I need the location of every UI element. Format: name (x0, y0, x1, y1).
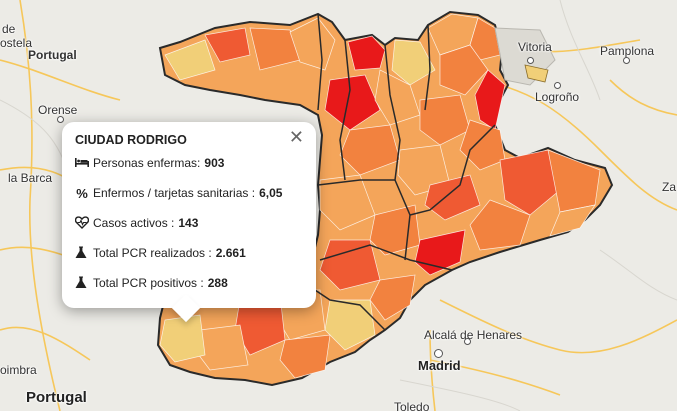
popup-row-label: Enfermos / tarjetas sanitarias : (93, 186, 256, 200)
popup-row-casos: Casos activos : 143 (75, 216, 198, 230)
place-label: ostela (0, 36, 33, 50)
popup-row-label: Personas enfermas: (93, 156, 201, 170)
city-dot-orense (57, 116, 64, 123)
flask-icon (75, 246, 89, 260)
city-dot-pamplona (623, 57, 630, 64)
info-popup: CIUDAD RODRIGO ✕ Personas enfermas: 903 … (62, 122, 316, 308)
popup-row-value: 143 (178, 216, 199, 230)
city-dot-alcala (464, 338, 471, 345)
flask-icon (75, 276, 89, 290)
heartbeat-icon (75, 216, 89, 230)
popup-row-pcr-realizados: Total PCR realizados : 2.661 (75, 246, 246, 260)
country-label-portugal: Portugal (26, 389, 87, 406)
popup-row-value: 903 (204, 156, 225, 170)
popup-row-label: Total PCR positivos : (93, 276, 204, 290)
popup-row-label: Casos activos : (93, 216, 175, 230)
close-icon[interactable]: ✕ (288, 127, 304, 147)
popup-row-ratio: % Enfermos / tarjetas sanitarias : 6,05 (75, 185, 283, 201)
city-dot-madrid (434, 349, 443, 358)
city-label-orense: Orense (38, 103, 78, 117)
popup-title: CIUDAD RODRIGO (75, 133, 187, 147)
country-label: Portugal (28, 48, 77, 62)
city-label-logrono: Logroño (535, 90, 580, 104)
health-zones (159, 13, 601, 379)
popup-row-value: 6,05 (259, 186, 283, 200)
place-label: oimbra (0, 363, 37, 377)
place-label: Za (662, 180, 677, 194)
popup-row-pcr-positivos: Total PCR positivos : 288 (75, 276, 228, 290)
popup-row-value: 2.661 (215, 246, 246, 260)
city-dot-vitoria (527, 57, 534, 64)
place-label: de (2, 22, 16, 36)
province-borders (299, 13, 496, 331)
city-label-alcala: Alcalá de Henares (424, 328, 523, 342)
popup-row-label: Total PCR realizados : (93, 246, 212, 260)
city-dot-logrono (554, 82, 561, 89)
bed-icon (75, 156, 89, 170)
percent-icon: % (76, 185, 88, 201)
enclave-trevino (524, 64, 549, 83)
city-label-madrid: Madrid (418, 358, 461, 373)
city-label-pamplona: Pamplona (600, 44, 655, 58)
city-label-vitoria: Vitoria (518, 40, 552, 54)
place-label: la Barca (8, 171, 53, 185)
popup-row-personas: Personas enfermas: 903 (75, 156, 224, 170)
popup-row-value: 288 (207, 276, 228, 290)
city-label-toledo: Toledo (394, 400, 430, 411)
